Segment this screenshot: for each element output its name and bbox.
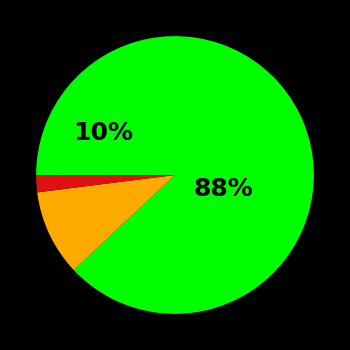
- Text: 10%: 10%: [73, 121, 133, 145]
- Wedge shape: [36, 175, 175, 192]
- Wedge shape: [37, 175, 175, 270]
- Wedge shape: [36, 36, 314, 314]
- Text: 88%: 88%: [194, 177, 253, 201]
